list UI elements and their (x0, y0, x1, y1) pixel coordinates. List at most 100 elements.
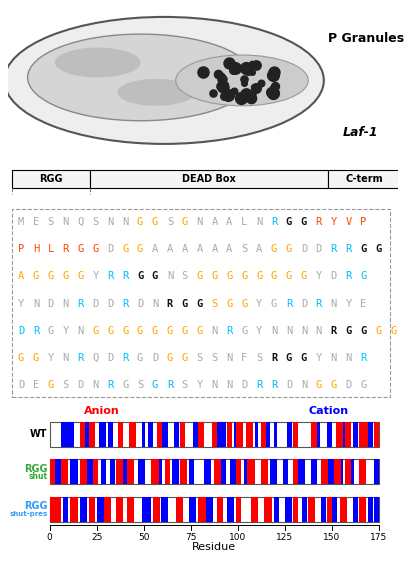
Bar (234, 422, 237, 447)
Bar (260, 459, 263, 484)
Text: Residue: Residue (192, 542, 236, 553)
Bar (140, 459, 143, 484)
Bar (275, 497, 278, 522)
Bar (221, 459, 224, 484)
Bar (119, 497, 122, 522)
Bar (327, 170, 401, 188)
Bar (179, 497, 183, 522)
Text: 25: 25 (91, 533, 102, 542)
Point (231, 63, 237, 73)
Text: D: D (285, 380, 291, 390)
Bar (211, 422, 215, 447)
Text: D: D (136, 299, 143, 309)
Bar (117, 422, 121, 447)
Bar (360, 422, 363, 447)
Text: Y: Y (256, 299, 262, 309)
Bar (98, 497, 102, 522)
Bar (237, 422, 241, 447)
Text: N: N (33, 299, 39, 309)
Bar (83, 422, 87, 447)
Point (241, 79, 247, 88)
Bar (200, 497, 203, 522)
Point (218, 75, 225, 84)
Text: A: A (196, 244, 202, 255)
Bar (87, 459, 91, 484)
Bar (128, 497, 132, 522)
Ellipse shape (175, 55, 307, 106)
Bar (373, 459, 376, 484)
Text: N: N (330, 353, 336, 363)
Text: H: H (33, 244, 39, 255)
Text: G: G (256, 272, 262, 281)
Text: Q: Q (77, 217, 83, 227)
Text: A: A (18, 272, 24, 281)
Text: G: G (270, 272, 277, 281)
Bar (251, 459, 254, 484)
Bar (142, 459, 145, 484)
Point (269, 88, 275, 97)
Text: G: G (77, 244, 83, 255)
Text: A: A (166, 244, 173, 255)
Text: Y: Y (315, 272, 321, 281)
Bar (66, 422, 70, 447)
Bar (198, 422, 201, 447)
Text: G: G (151, 326, 158, 336)
Bar (85, 459, 89, 484)
Text: Y: Y (256, 326, 262, 336)
Bar (217, 459, 220, 484)
Text: R: R (33, 326, 39, 336)
Ellipse shape (4, 17, 323, 144)
Bar (309, 497, 312, 522)
Text: 50: 50 (138, 533, 149, 542)
Text: R: R (345, 244, 351, 255)
Text: N: N (211, 326, 217, 336)
Text: N: N (256, 217, 262, 227)
Text: G: G (330, 380, 336, 390)
Bar (83, 497, 87, 522)
Text: G: G (196, 299, 202, 309)
Bar (341, 497, 344, 522)
Text: R: R (345, 272, 351, 281)
Bar (115, 459, 119, 484)
Bar (294, 422, 297, 447)
Bar (127, 497, 130, 522)
Point (244, 65, 251, 74)
Bar (175, 422, 179, 447)
Bar (322, 497, 325, 522)
Text: Anion: Anion (84, 406, 120, 416)
Bar (204, 459, 207, 484)
Bar (254, 422, 258, 447)
Text: R: R (107, 380, 113, 390)
Bar (324, 459, 327, 484)
Bar (119, 459, 122, 484)
Point (209, 88, 215, 97)
Bar (149, 422, 153, 447)
Text: G: G (151, 217, 158, 227)
Text: D: D (151, 353, 158, 363)
Text: 100: 100 (229, 533, 246, 542)
Bar (128, 422, 132, 447)
Bar (228, 497, 231, 522)
Point (214, 70, 220, 79)
Text: Y: Y (47, 353, 54, 363)
Bar (157, 459, 160, 484)
Text: R: R (122, 299, 128, 309)
Bar (80, 422, 83, 447)
Bar (147, 422, 151, 447)
Bar (125, 459, 128, 484)
Bar (63, 459, 66, 484)
Bar (299, 459, 303, 484)
Bar (175, 459, 179, 484)
Bar (55, 497, 59, 522)
Bar (93, 459, 96, 484)
Bar (81, 422, 85, 447)
Point (257, 78, 263, 88)
Bar (330, 459, 333, 484)
Bar (354, 497, 357, 522)
Bar (361, 422, 365, 447)
Ellipse shape (117, 79, 195, 106)
Bar (181, 459, 184, 484)
Text: N: N (166, 272, 173, 281)
Bar (232, 459, 235, 484)
Text: G: G (92, 244, 98, 255)
